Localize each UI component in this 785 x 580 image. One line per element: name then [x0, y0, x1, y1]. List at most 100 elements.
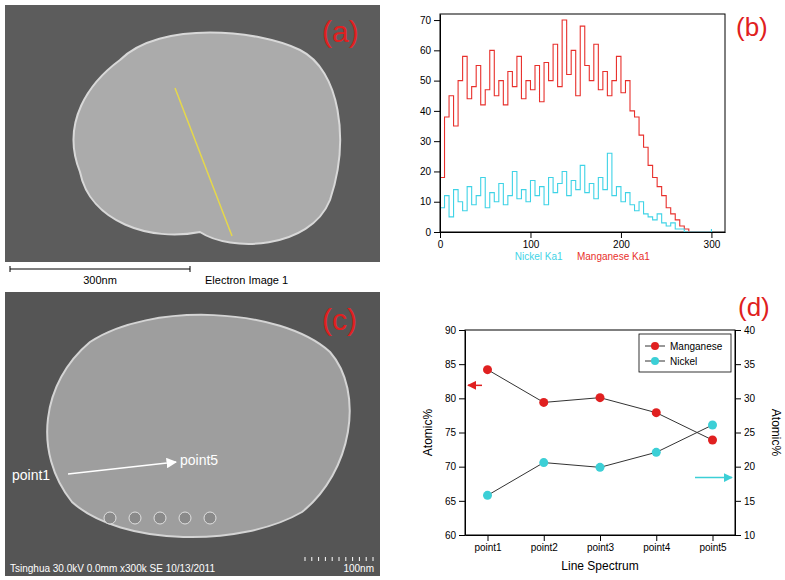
tick: 10: [735, 530, 756, 541]
point-label: point5: [180, 452, 218, 468]
axis: 60 65 70 75 80 85 90: [445, 325, 466, 541]
arrow: [68, 462, 176, 474]
tick-label: 85: [445, 359, 457, 370]
tick-mark: [459, 330, 465, 331]
tick-label: 15: [744, 496, 756, 507]
tick-mark: [434, 111, 440, 112]
scale-dot: [311, 557, 312, 561]
tick-label: 100: [523, 239, 540, 250]
axis-title: Atomic%: [421, 408, 435, 456]
series-line: [488, 370, 713, 440]
tick: 200: [613, 232, 630, 250]
marker: [539, 398, 548, 407]
scale-dot: [373, 557, 374, 561]
axis: 10 15 20 25 30 35 40: [735, 325, 756, 541]
legend-marker: [651, 357, 659, 365]
point-label: point1: [12, 467, 50, 483]
scale-dot: [352, 557, 353, 561]
tick-mark: [434, 141, 440, 142]
tick-label: 25: [744, 427, 756, 438]
scale-bar: [10, 266, 190, 272]
scale-dot: [339, 557, 340, 561]
tick-mark: [735, 330, 741, 331]
tick: 60: [420, 45, 440, 56]
tick-mark: [600, 535, 601, 541]
tick: 10: [420, 196, 440, 207]
tick-label: 70: [445, 461, 457, 472]
tick-label: 40: [744, 325, 756, 336]
legend-label: Nickel: [670, 356, 697, 367]
tick: 25: [735, 427, 756, 438]
tick-label: 90: [445, 325, 457, 336]
tick: 60: [445, 530, 465, 541]
image-panel-c: (c)point1point5Tsinghua 30.0kV 0.0mm x30…: [5, 292, 380, 576]
legend-label: Nickel Ka1: [515, 251, 563, 262]
tick-label: 60: [445, 530, 457, 541]
axis-line: [465, 331, 466, 536]
tick-mark: [735, 398, 741, 399]
tick-mark: [459, 433, 465, 434]
tick: 70: [445, 461, 465, 472]
tick-label: 10: [744, 530, 756, 541]
tick-label: 30: [420, 136, 432, 147]
tick: 20: [735, 461, 756, 472]
tick: 0: [438, 232, 444, 250]
tick: 300: [704, 232, 721, 250]
tick: 75: [445, 427, 465, 438]
tick-label: point2: [531, 542, 559, 553]
tick: 30: [735, 393, 756, 404]
tick-mark: [434, 20, 440, 21]
legend: ManganeseNickel: [639, 334, 731, 372]
marker: [652, 448, 661, 457]
marker: [708, 436, 717, 445]
scale-bar-label: 300nm: [83, 274, 117, 286]
tick-label: 300: [704, 239, 721, 250]
figure: (a)300nmElectron Image 1(c)point1point5T…: [0, 0, 785, 580]
tick-label: 60: [420, 45, 432, 56]
tick-mark: [735, 467, 741, 468]
scale-dot: [318, 557, 319, 561]
panel-letter: (b): [736, 12, 768, 42]
tick-label: 20: [420, 166, 432, 177]
tick-label: 10: [420, 196, 432, 207]
tick: 0: [425, 227, 440, 238]
scale-bar-label: 100nm: [343, 563, 374, 574]
tick-label: 35: [744, 359, 756, 370]
tick-mark: [735, 501, 741, 502]
tick-mark: [459, 535, 465, 536]
sem-background: [5, 292, 380, 576]
tick-mark: [459, 467, 465, 468]
tick-label: 0: [438, 239, 444, 250]
particle: [47, 315, 350, 537]
scale-dot: [366, 557, 367, 561]
tick: point5: [699, 535, 727, 553]
plot-area: [440, 20, 711, 232]
tick: point2: [531, 535, 559, 553]
tick-label: 30: [744, 393, 756, 404]
tick-label: 70: [420, 15, 432, 26]
tick: 50: [420, 75, 440, 86]
tick-mark: [735, 433, 741, 434]
tick-label: point3: [587, 542, 615, 553]
tick-mark: [434, 50, 440, 51]
tick-label: point5: [699, 542, 727, 553]
axis: point1 point2 point3 point4 point5: [466, 535, 736, 553]
legend-marker: [651, 342, 659, 350]
tick-mark: [459, 398, 465, 399]
tick: 15: [735, 496, 756, 507]
tick-label: point1: [474, 542, 502, 553]
tick: 65: [445, 496, 465, 507]
tick: point3: [587, 535, 615, 553]
axis-arrow: [695, 477, 732, 479]
tick-mark: [440, 232, 441, 238]
tick-label: 65: [445, 496, 457, 507]
tick: 100: [523, 232, 540, 250]
tick-label: 80: [445, 393, 457, 404]
image-caption: Tsinghua 30.0kV 0.0mm x300k SE 10/13/201…: [10, 563, 215, 574]
marker: [483, 365, 492, 374]
tick-label: 200: [613, 239, 630, 250]
sem-background: [5, 5, 380, 262]
tick-label: 75: [445, 427, 457, 438]
legend-box: [639, 334, 731, 372]
tick: point4: [643, 535, 671, 553]
